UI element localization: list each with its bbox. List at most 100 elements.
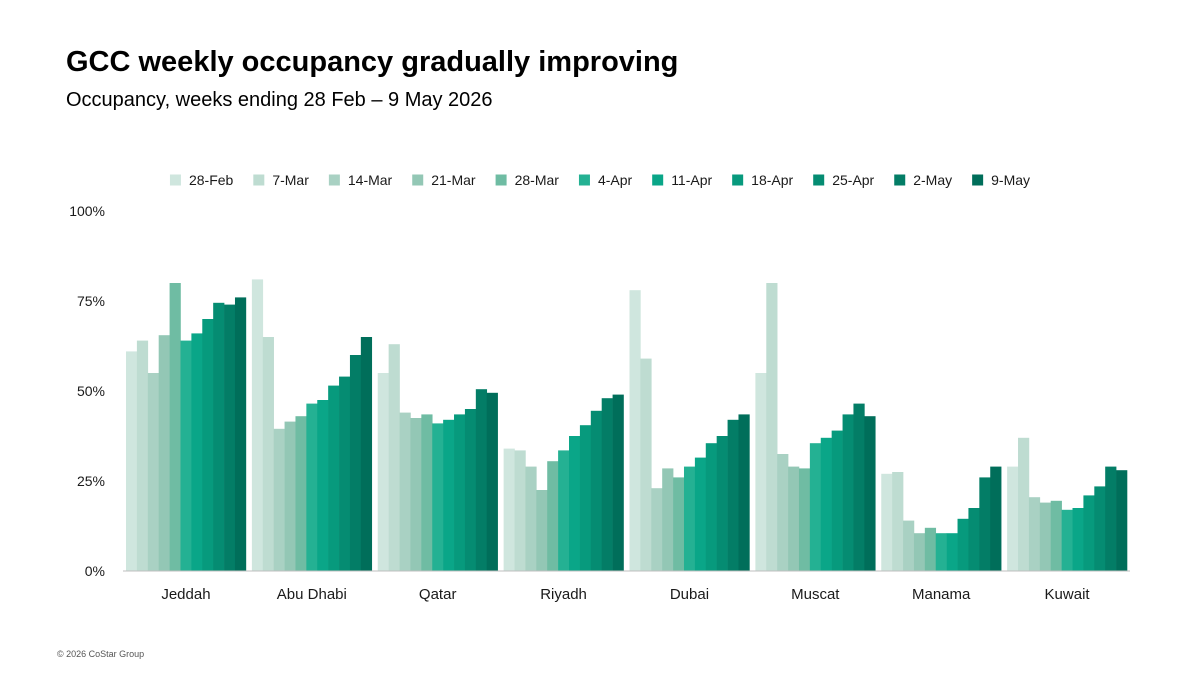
legend-label: 2-May [913,172,952,188]
legend-swatch [412,174,424,186]
bar-muscat-14-mar [777,454,789,571]
bar-muscat-18-apr [831,430,843,571]
bar-qatar-25-apr [464,409,477,571]
bar-riyadh-28-feb [503,448,515,571]
legend: 28-Feb 7-Mar 14-Mar 21-Mar 28-Mar 4-Apr 11-Apr… [169,172,1030,188]
bar-jeddah-14-mar [147,373,159,571]
legend-label: 7-Mar [272,172,309,188]
legend-swatch [253,174,265,186]
legend-label: 18-Apr [751,172,793,188]
bar-muscat-4-apr [809,443,822,571]
bar-muscat-21-mar [788,466,800,571]
bar-manama-2-may [979,477,991,571]
bar-kuwait-28-mar [1050,500,1062,571]
bar-dubai-11-apr [694,457,707,571]
bar-dubai-28-mar [673,477,685,571]
legend-swatch [169,174,181,186]
bar-qatar-2-may [475,389,488,571]
x-category-label: Abu Dhabi [277,586,347,603]
x-category-label: Jeddah [161,586,210,603]
bar-riyadh-4-apr [558,450,570,571]
x-category-label: Dubai [670,586,709,603]
bar-riyadh-18-apr [579,425,592,571]
legend-label: 28-Mar [515,172,560,188]
bar-manama-11-apr [946,533,958,571]
legend-label: 25-Apr [832,172,874,188]
bar-qatar-4-apr [432,423,444,571]
bar-jeddah-9-may [234,297,247,571]
bars [126,279,1128,571]
bar-qatar-18-apr [454,414,466,571]
bar-kuwait-28-feb [1007,466,1019,571]
bar-muscat-11-apr [820,437,832,571]
bar-dubai-28-feb [629,290,641,571]
bar-qatar-14-mar [399,412,411,571]
bar-jeddah-18-apr [202,319,214,571]
bar-muscat-9-may [864,416,876,571]
bar-riyadh-7-mar [514,450,526,571]
bar-dubai-9-may [738,414,750,571]
legend-label: 21-Mar [431,172,476,188]
legend-swatch [972,174,984,186]
bar-qatar-28-feb [377,373,389,571]
bar-dubai-25-apr [716,436,728,571]
bar-qatar-11-apr [443,419,455,571]
bar-muscat-28-feb [755,373,767,571]
chart-subtitle: Occupancy, weeks ending 28 Feb – 9 May 2… [66,89,493,111]
bar-kuwait-7-mar [1018,437,1030,571]
bar-abu-dhabi-9-may [360,337,373,571]
bar-jeddah-7-mar [136,340,149,571]
legend-label: 28-Feb [189,172,234,188]
x-category-label: Qatar [419,586,457,603]
bar-kuwait-2-may [1105,466,1117,571]
bar-kuwait-9-may [1116,470,1128,571]
bar-abu-dhabi-21-mar [284,421,296,571]
bar-qatar-21-mar [410,418,422,571]
bar-dubai-14-mar [651,488,663,571]
bar-kuwait-21-mar [1039,502,1052,571]
bar-dubai-18-apr [705,443,717,571]
copyright-footer: © 2026 CoStar Group [57,649,145,659]
bar-abu-dhabi-14-mar [273,428,285,571]
bar-abu-dhabi-28-mar [295,416,307,571]
bar-dubai-4-apr [683,466,696,571]
bar-qatar-9-may [486,392,498,571]
bar-abu-dhabi-2-may [349,355,362,571]
legend-label: 14-Mar [348,172,393,188]
bar-manama-18-apr [957,518,969,571]
bar-manama-28-feb [881,473,893,571]
bar-kuwait-4-apr [1061,509,1073,571]
bar-abu-dhabi-18-apr [328,385,340,571]
bar-jeddah-28-mar [169,283,181,571]
bar-dubai-21-mar [662,468,674,571]
bar-jeddah-28-feb [126,351,138,571]
bar-jeddah-2-may [224,304,236,571]
legend-swatch [578,174,590,186]
bar-manama-28-mar [924,527,937,571]
y-tick-label: 25% [77,473,105,489]
legend-swatch [894,174,906,186]
bar-abu-dhabi-25-apr [339,376,351,571]
bar-manama-21-mar [913,533,926,571]
bar-riyadh-28-mar [547,461,559,571]
x-category-label: Manama [912,586,971,603]
x-category-label: Muscat [791,586,840,603]
bar-riyadh-14-mar [525,466,537,571]
x-category-label: Kuwait [1045,586,1091,603]
legend-swatch [495,174,507,186]
bar-riyadh-11-apr [569,436,581,571]
y-tick-label: 50% [77,383,105,399]
chart-title: GCC weekly occupancy gradually improving [66,46,679,78]
bar-qatar-28-mar [421,414,433,571]
legend-swatch [732,174,744,186]
bar-abu-dhabi-11-apr [317,400,329,571]
bar-abu-dhabi-28-feb [251,279,264,571]
bar-riyadh-21-mar [536,490,548,571]
bar-kuwait-14-mar [1028,497,1041,571]
bar-muscat-25-apr [842,414,854,571]
legend-label: 9-May [991,172,1030,188]
bar-abu-dhabi-4-apr [306,403,318,571]
y-axis: 0% 25% 50% 75% 100% [69,203,105,579]
bar-qatar-7-mar [388,344,400,571]
